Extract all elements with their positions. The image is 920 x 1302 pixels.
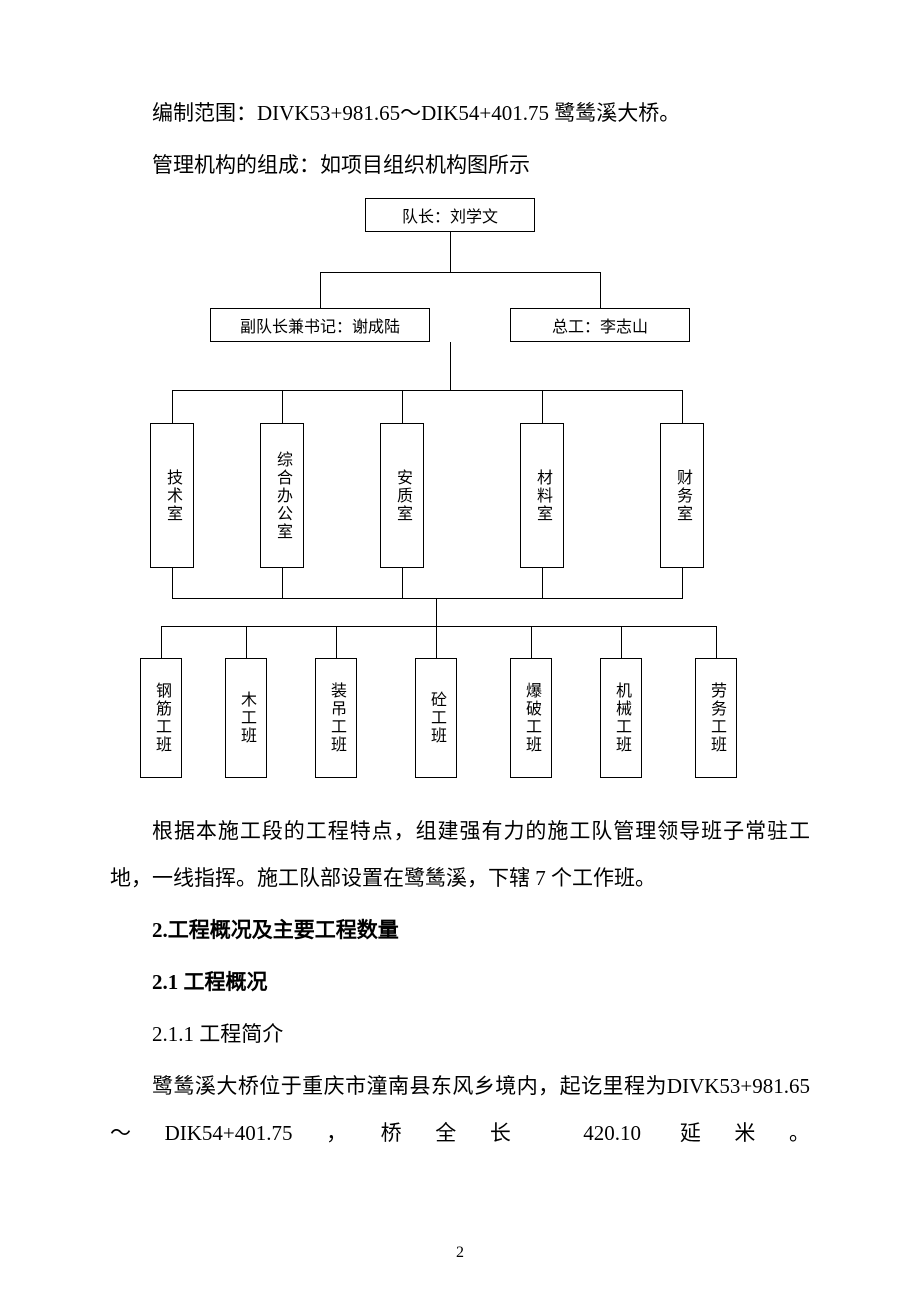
org-node-d5: 财务室 [660, 423, 704, 568]
org-node-d1: 技术室 [150, 423, 194, 568]
connector-line [436, 626, 437, 658]
heading-2-1: 2.1 工程概况 [110, 959, 810, 1005]
org-node-t2: 木工班 [225, 658, 267, 778]
paragraph-scope: 编制范围：DIVK53+981.65～DIK54+401.75 鹭鸶溪大桥。 [110, 90, 810, 136]
document-page: 编制范围：DIVK53+981.65～DIK54+401.75 鹭鸶溪大桥。 管… [0, 0, 920, 1302]
connector-line [402, 568, 403, 598]
org-node-t3: 装吊工班 [315, 658, 357, 778]
connector-line [320, 272, 600, 273]
connector-line [246, 626, 247, 658]
connector-line [450, 232, 451, 272]
org-node-t1: 钢筋工班 [140, 658, 182, 778]
connector-line [716, 626, 717, 658]
connector-line [531, 626, 532, 658]
connector-line [161, 626, 716, 627]
connector-line [161, 626, 162, 658]
org-node-t4: 砼工班 [415, 658, 457, 778]
connector-line [336, 626, 337, 658]
org-node-sub2: 总工：李志山 [510, 308, 690, 342]
connector-line [282, 390, 283, 423]
connector-line [542, 568, 543, 598]
org-node-d3: 安质室 [380, 423, 424, 568]
connector-line [172, 390, 682, 391]
connector-line [621, 626, 622, 658]
connector-line [402, 390, 403, 423]
org-node-t6: 机械工班 [600, 658, 642, 778]
org-chart: 队长：刘学文副队长兼书记：谢成陆 总工：李志山技术室 综合办公室 安质室 材料室 财务室钢… [140, 198, 780, 778]
org-node-d2: 综合办公室 [260, 423, 304, 568]
connector-line [172, 568, 173, 598]
paragraph-project-intro: 鹭鸶溪大桥位于重庆市潼南县东风乡境内，起讫里程为DIVK53+981.65～DI… [110, 1063, 810, 1155]
connector-line [282, 568, 283, 598]
org-node-t7: 劳务工班 [695, 658, 737, 778]
org-node-sub1: 副队长兼书记：谢成陆 [210, 308, 430, 342]
paragraph-org-intro: 管理机构的组成：如项目组织机构图所示 [110, 142, 810, 188]
connector-line [682, 390, 683, 423]
connector-line [172, 598, 683, 599]
heading-2-1-1: 2.1.1 工程简介 [110, 1011, 810, 1057]
connector-line [436, 598, 437, 626]
heading-2: 2.工程概况及主要工程数量 [110, 907, 810, 953]
org-node-top: 队长：刘学文 [365, 198, 535, 232]
connector-line [600, 272, 601, 308]
paragraph-org-desc: 根据本施工段的工程特点，组建强有力的施工队管理领导班子常驻工地，一线指挥。施工队… [110, 808, 810, 900]
connector-line [542, 390, 543, 423]
connector-line [450, 342, 451, 390]
org-node-t5: 爆破工班 [510, 658, 552, 778]
connector-line [682, 568, 683, 598]
connector-line [320, 272, 321, 308]
page-number: 2 [0, 1244, 920, 1262]
org-node-d4: 材料室 [520, 423, 564, 568]
connector-line [172, 390, 173, 423]
